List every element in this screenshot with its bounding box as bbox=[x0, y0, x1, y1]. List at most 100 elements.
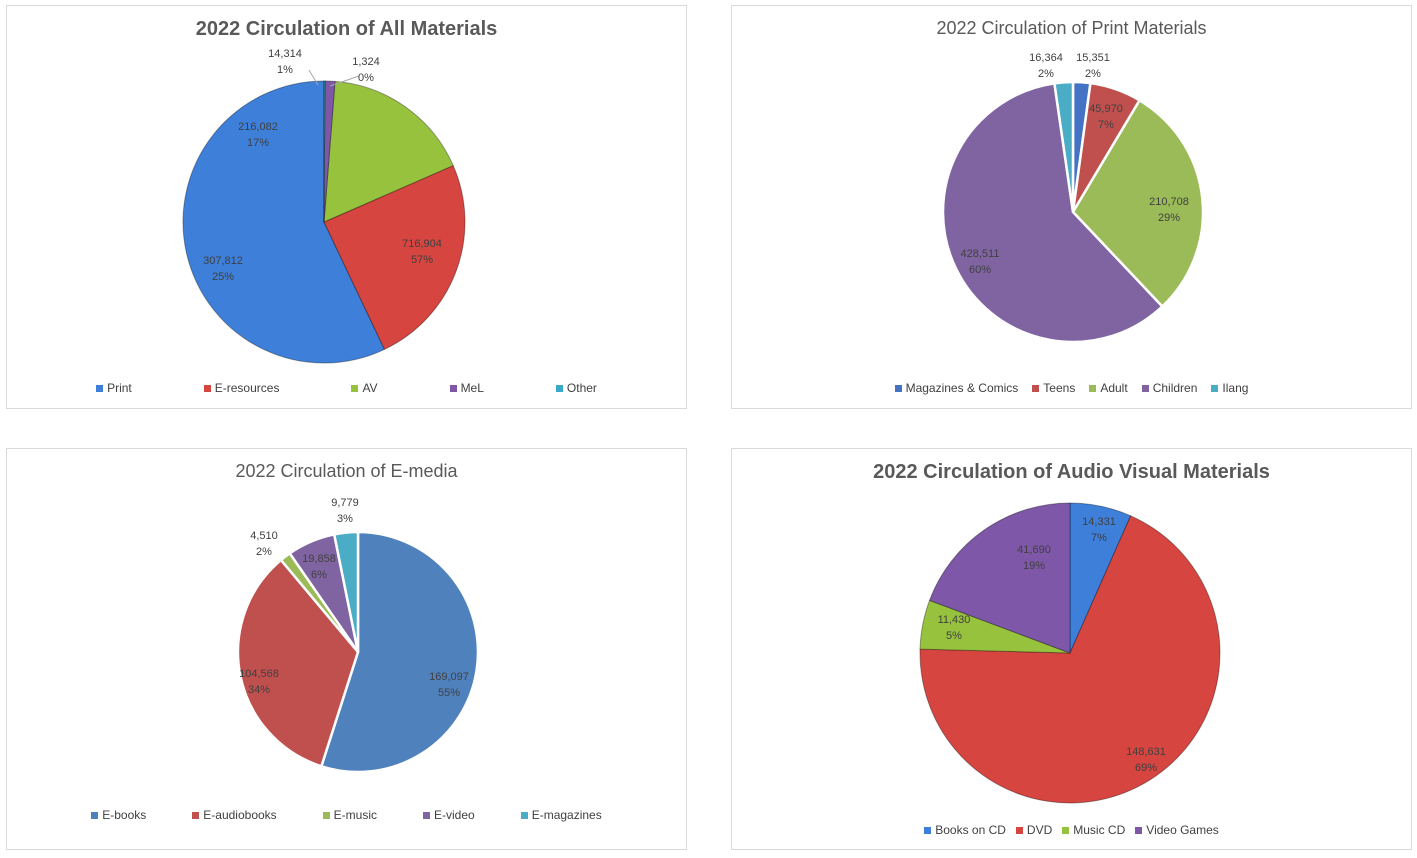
chart-e-media: 2022 Circulation of E-media 169,097 55% 10… bbox=[6, 448, 687, 850]
legend-item: E-video bbox=[423, 808, 475, 822]
pie-slice-e-books bbox=[319, 530, 480, 774]
pie-chart: 14,331 7% 148,631 69% 11,430 5% 41,690 19% bbox=[919, 502, 1221, 804]
data-label-value: 428,511 bbox=[961, 248, 1000, 260]
legend-item: Magazines & Comics bbox=[894, 381, 1019, 395]
data-label-percent: 5% bbox=[946, 630, 962, 642]
chart-title: 2022 Circulation of Audio Visual Materia… bbox=[873, 461, 1270, 483]
legend-label: Print bbox=[107, 381, 132, 395]
data-label-value: 169,097 bbox=[429, 671, 469, 683]
data-label-percent: 29% bbox=[1158, 212, 1180, 224]
legend-swatch bbox=[192, 811, 200, 819]
legend-item: Books on CD bbox=[924, 823, 1006, 837]
data-label-percent: 6% bbox=[311, 569, 327, 581]
legend-label: Ilang bbox=[1222, 381, 1249, 395]
data-label-percent: 25% bbox=[212, 271, 234, 283]
pie-slice-e-audiobooks bbox=[236, 558, 360, 768]
legend-item: Children bbox=[1141, 381, 1198, 395]
chart-all-materials: 2022 Circulation of All Materials 716,90… bbox=[6, 5, 687, 409]
legend-swatch bbox=[924, 826, 932, 834]
legend-label: Teens bbox=[1043, 381, 1076, 395]
legend-label: Adult bbox=[1100, 381, 1128, 395]
pie-slice-video-games bbox=[928, 502, 1071, 654]
legend-label: E-audiobooks bbox=[203, 808, 277, 822]
legend-label: E-books bbox=[102, 808, 147, 822]
legend-swatch bbox=[91, 811, 99, 819]
data-label-value: 104,568 bbox=[239, 668, 279, 680]
legend-label: Music CD bbox=[1073, 823, 1126, 837]
data-label-value: 9,779 bbox=[331, 497, 359, 509]
data-label-value: 4,510 bbox=[250, 530, 278, 542]
legend-swatch bbox=[555, 384, 563, 392]
data-label-value: 41,690 bbox=[1017, 544, 1051, 556]
legend-label: Video Games bbox=[1146, 823, 1219, 837]
data-label-value: 1,324 bbox=[352, 56, 380, 68]
data-label-value: 14,314 bbox=[268, 48, 302, 60]
data-label-percent: 3% bbox=[337, 513, 353, 525]
leader-line bbox=[308, 69, 319, 86]
legend-item: E-books bbox=[91, 808, 146, 822]
legend: Books on CD DVD Music CD Video Games bbox=[732, 823, 1411, 837]
chart-title: 2022 Circulation of Print Materials bbox=[936, 18, 1207, 38]
legend-label: Children bbox=[1152, 381, 1198, 395]
pie-slice-e-resources bbox=[323, 164, 466, 351]
chart-title: 2022 Circulation of E-media bbox=[235, 461, 458, 481]
legend-label: Books on CD bbox=[935, 823, 1006, 837]
legend: Magazines & Comics Teens Adult Children Ilan… bbox=[732, 381, 1411, 395]
pie-slice-print bbox=[182, 80, 386, 364]
data-label-value: 45,970 bbox=[1089, 103, 1123, 115]
data-label-value: 210,708 bbox=[1149, 196, 1189, 208]
legend-swatch bbox=[1015, 826, 1023, 834]
chart-title: 2022 Circulation of All Materials bbox=[195, 18, 498, 40]
pie-slice-books-on-cd bbox=[1069, 502, 1132, 654]
pie-slice-ilang bbox=[1053, 80, 1075, 213]
legend-item: E-audiobooks bbox=[192, 808, 277, 822]
legend-item: E-magazines bbox=[520, 808, 602, 822]
legend-swatch bbox=[1141, 384, 1149, 392]
data-label-percent: 19% bbox=[1023, 560, 1045, 572]
legend-swatch bbox=[1089, 384, 1097, 392]
legend-item: Teens bbox=[1032, 381, 1075, 395]
legend-swatch bbox=[894, 384, 902, 392]
data-label-percent: 69% bbox=[1135, 762, 1157, 774]
pie-slice-other bbox=[323, 80, 326, 223]
pie-slice-music-cd bbox=[919, 599, 1071, 654]
data-label-value: 148,631 bbox=[1126, 746, 1166, 758]
legend-label: AV bbox=[362, 381, 378, 395]
data-label-value: 14,331 bbox=[1082, 516, 1116, 528]
data-label-value: 11,430 bbox=[938, 614, 971, 626]
pie-slice-e-magazines bbox=[332, 530, 360, 653]
pie-chart: 716,904 57% 307,812 25% 216,082 17% 14,314 1% 1,… bbox=[182, 48, 466, 364]
legend-swatch bbox=[520, 811, 528, 819]
legend-swatch bbox=[1135, 826, 1143, 834]
data-label-percent: 7% bbox=[1098, 119, 1114, 131]
legend-item: Video Games bbox=[1135, 823, 1219, 837]
legend-item: Adult bbox=[1089, 381, 1128, 395]
data-label-percent: 17% bbox=[247, 137, 269, 149]
legend: Print E-resources AV MeL Other bbox=[7, 381, 686, 395]
legend-label: Magazines & Comics bbox=[905, 381, 1019, 395]
pie-slice-children bbox=[941, 81, 1165, 344]
legend-item: E-resources bbox=[203, 381, 280, 395]
data-label-value: 16,364 bbox=[1029, 52, 1063, 64]
legend-label: E-video bbox=[434, 808, 475, 822]
pie-slice-av bbox=[323, 80, 454, 223]
legend-swatch bbox=[423, 811, 431, 819]
chart-print-materials: 2022 Circulation of Print Materials 15,3… bbox=[731, 5, 1412, 409]
legend: E-books E-audiobooks E-music E-video E-magaz… bbox=[7, 808, 686, 822]
legend-swatch bbox=[203, 384, 211, 392]
legend-swatch bbox=[1032, 384, 1040, 392]
legend-swatch bbox=[351, 384, 359, 392]
data-label-percent: 2% bbox=[1085, 68, 1101, 80]
data-label-value: 216,082 bbox=[238, 121, 278, 133]
legend-label: DVD bbox=[1026, 823, 1053, 837]
legend-item: Print bbox=[96, 381, 132, 395]
leader-line bbox=[329, 75, 360, 87]
data-label-percent: 55% bbox=[438, 687, 460, 699]
legend-label: Other bbox=[566, 381, 597, 395]
legend-label: E-music bbox=[333, 808, 378, 822]
pie-slice-dvd bbox=[919, 515, 1221, 804]
legend-item: DVD bbox=[1015, 823, 1053, 837]
legend-item: AV bbox=[351, 381, 378, 395]
legend-swatch bbox=[96, 384, 104, 392]
legend-label: E-resources bbox=[214, 381, 280, 395]
